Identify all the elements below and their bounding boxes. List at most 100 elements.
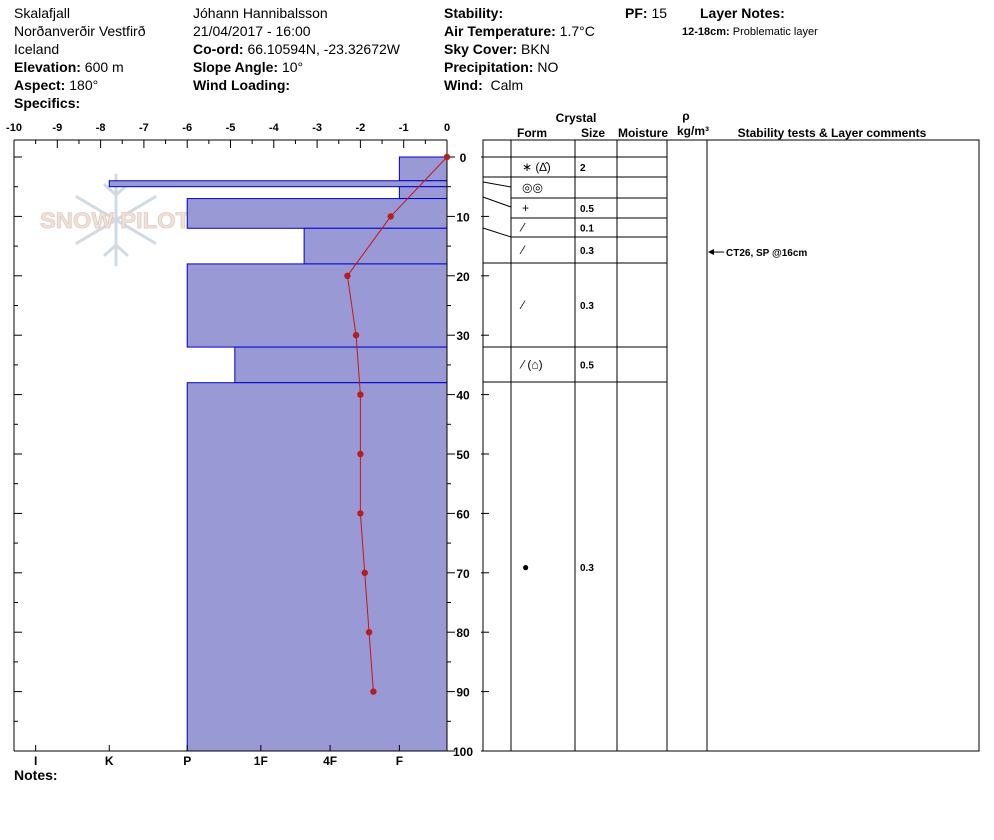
depth-tick-label: 70: [456, 567, 470, 581]
crystal-form: ⁄: [519, 221, 526, 235]
depth-connector-line: [482, 227, 512, 238]
crystal-size: 0.5: [580, 204, 594, 215]
temp-tick-label: -1: [399, 122, 409, 134]
crystal-header: Crystal: [556, 111, 597, 125]
temp-tick-label: -3: [312, 122, 322, 134]
temperature-point: [443, 153, 451, 161]
crystal-size: 0.3: [580, 246, 594, 257]
stability-header: Stability tests & Layer comments: [738, 126, 927, 140]
hardness-label: P: [183, 754, 191, 768]
crystal-size: 0.1: [580, 224, 594, 235]
stability-arrow-icon: [708, 249, 714, 256]
notes-label: Notes:: [14, 767, 58, 783]
header-col1: Skalafjall Norðanverðir Vestfirð Iceland…: [14, 4, 146, 112]
stability-comment: CT26, SP @16cm: [726, 248, 807, 259]
hardness-layer-bar: [186, 263, 448, 348]
temperature-line: [346, 156, 448, 692]
elevation-row: Elevation: 600 m: [14, 59, 124, 75]
snowpilot-watermark: SNOW PILOT: [40, 173, 191, 267]
country: Iceland: [14, 41, 60, 57]
hardness-layer-bar: [234, 346, 448, 384]
crystal-table-frame: [482, 139, 980, 752]
crystal-form: ⁄ (⌂): [519, 358, 543, 372]
header-col2: Jóhann Hannibalsson 21/04/2017 - 16:00 C…: [193, 4, 400, 94]
header-col3: Stability: Air Temperature: 1.7°C Sky Co…: [444, 4, 595, 94]
temperature-point: [365, 629, 373, 636]
temp-tick-label: -6: [182, 122, 192, 134]
size-header: Size: [581, 126, 605, 140]
specifics-row: Specifics:: [14, 95, 81, 111]
crystal-form: ⁄: [519, 243, 526, 257]
crystal-form: ∗ (∆̂): [522, 160, 551, 174]
depth-connector-line: [482, 181, 512, 188]
coord-row: Co-ord: 66.10594N, -23.32672W: [193, 41, 400, 57]
watermark-text: SNOW PILOT: [40, 208, 191, 233]
hardness-layer-bar: [398, 156, 448, 182]
moisture-header: Moisture: [618, 126, 668, 140]
crystal-size: 0.3: [580, 301, 594, 312]
air-temp-row: Air Temperature: 1.7°C: [444, 23, 595, 39]
slope-row: Slope Angle: 10°: [193, 59, 304, 75]
crystal-form: +: [522, 201, 529, 215]
pf-row: PF: 15: [625, 5, 668, 21]
hardness-layer-bar: [186, 382, 448, 752]
depth-tick-label: 20: [456, 270, 470, 284]
depth-tick-label: 60: [456, 507, 470, 521]
location: Skalafjall: [14, 5, 71, 21]
depth-tick-label: 30: [456, 329, 470, 343]
crystal-size: 0.3: [580, 563, 594, 574]
temp-tick-label: -2: [356, 122, 366, 134]
layer-note: 12-18cm: Problematic layer: [682, 26, 818, 38]
depth-tick-label: 0: [460, 151, 467, 165]
temperature-point: [357, 510, 364, 517]
density-symbol-header: ρ: [682, 109, 689, 123]
density-unit-header: kg/m³: [677, 124, 709, 138]
form-header: Form: [517, 126, 547, 140]
crystal-form: ⁄: [519, 298, 526, 312]
aspect-row: Aspect: 180°: [14, 77, 99, 93]
depth-tick-label: 100: [453, 745, 473, 759]
precip-row: Precipitation: NO: [444, 59, 559, 75]
hardness-label: 1F: [254, 754, 268, 768]
sky-row: Sky Cover: BKN: [444, 41, 550, 57]
depth-connector-line: [482, 196, 512, 208]
crystal-form: ●: [522, 560, 529, 574]
crystal-size: 0.5: [580, 361, 594, 372]
temp-tick-label: -4: [269, 122, 280, 134]
temperature-point: [357, 391, 364, 398]
layer-notes-title: Layer Notes:: [700, 5, 785, 21]
hardness-label: 4F: [323, 754, 337, 768]
hardness-layer-bar: [303, 227, 448, 265]
temperature-point: [344, 272, 351, 279]
temp-tick-label: 0: [444, 122, 450, 134]
temperature-point: [370, 688, 377, 695]
temperature-point: [387, 213, 394, 220]
hardness-layer-bar: [398, 186, 448, 200]
hardness-label: F: [396, 754, 403, 768]
crystal-form: ◎◎: [522, 181, 543, 195]
temp-tick-label: -8: [96, 122, 106, 134]
observer: Jóhann Hannibalsson: [193, 5, 328, 21]
depth-tick-label: 10: [456, 210, 470, 224]
crystal-size: 2: [580, 163, 586, 174]
wind-loading-row: Wind Loading:: [193, 77, 291, 93]
datetime: 21/04/2017 - 16:00: [193, 23, 311, 39]
depth-tick-label: 40: [456, 389, 470, 403]
temp-tick-label: -10: [6, 122, 22, 134]
wind-row: Wind: Calm: [444, 77, 524, 93]
hardness-label: I: [34, 754, 37, 768]
hardness-label: K: [105, 754, 114, 768]
temperature-point: [352, 332, 360, 339]
region: Norðanverðir Vestfirð: [14, 23, 146, 39]
temperature-point: [357, 450, 364, 458]
hardness-layer-bar: [108, 180, 448, 188]
stability-row: Stability:: [444, 5, 504, 21]
hardness-layer-bar: [186, 198, 448, 229]
depth-tick-label: 80: [456, 626, 470, 640]
temp-tick-label: -9: [52, 122, 62, 134]
temp-tick-label: -5: [226, 122, 236, 134]
depth-tick-label: 90: [456, 686, 470, 700]
temp-tick-label: -7: [139, 122, 149, 134]
temperature-point: [361, 569, 368, 576]
